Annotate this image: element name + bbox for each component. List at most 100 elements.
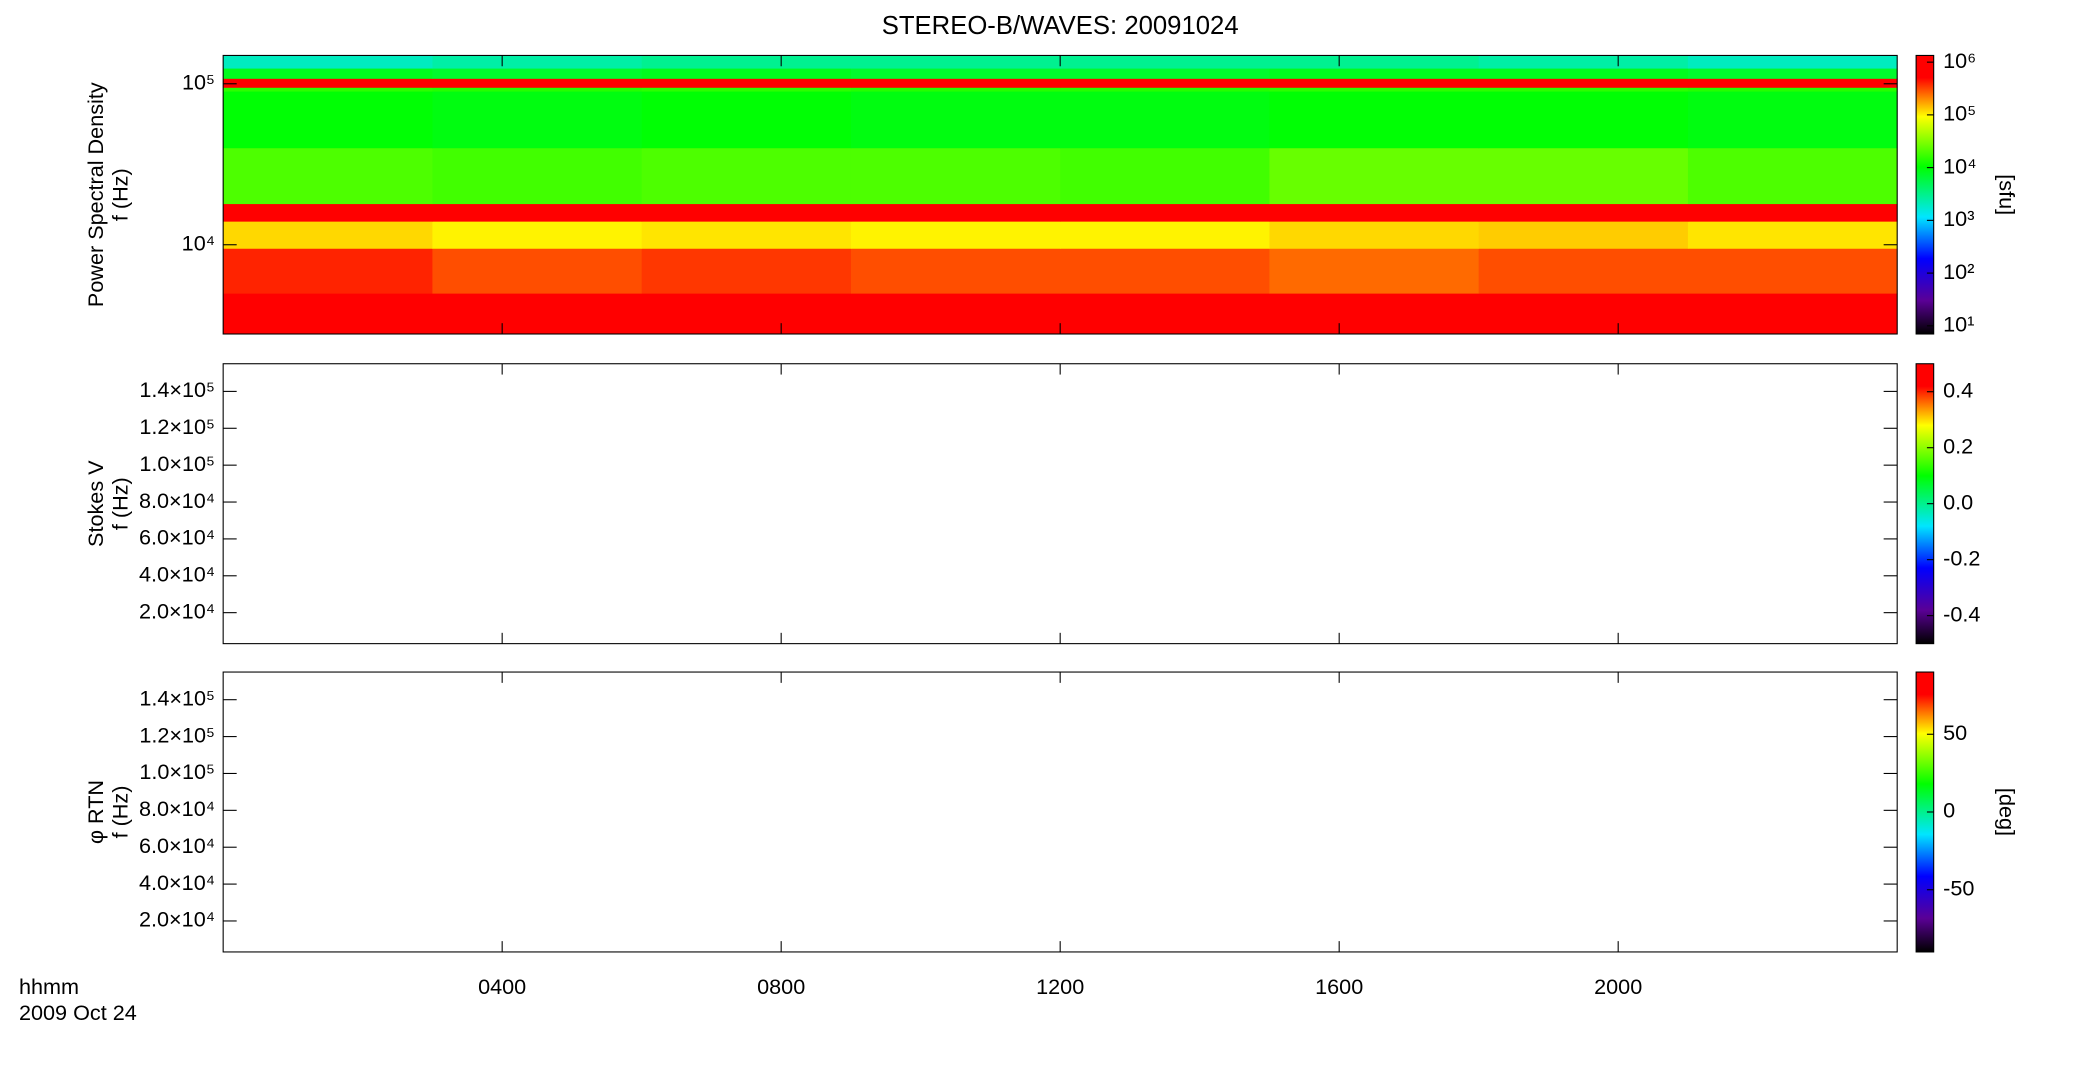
colorbar-tick-label: 0 bbox=[1943, 798, 1955, 823]
heatmap-cell bbox=[432, 78, 643, 88]
y-axis-label: Power Spectral Density bbox=[83, 82, 108, 307]
heatmap-cell bbox=[223, 78, 433, 88]
heatmap-cell bbox=[1060, 221, 1270, 249]
heatmap-cell bbox=[1269, 87, 1480, 92]
heatmap-cell bbox=[223, 203, 433, 222]
heatmap-cell bbox=[641, 147, 852, 205]
heatmap-cell bbox=[1060, 78, 1270, 88]
colorbar bbox=[1915, 54, 1935, 335]
heatmap-cell bbox=[432, 147, 643, 205]
heatmap-cell bbox=[1478, 248, 1689, 294]
y-tick-label: 8.0×10⁴ bbox=[139, 796, 215, 821]
heatmap-cell bbox=[432, 91, 643, 149]
y-axis-label: f (Hz) bbox=[107, 477, 132, 530]
heatmap-cell bbox=[1687, 293, 1898, 335]
heatmap-cell bbox=[850, 248, 1061, 294]
chart-title: STEREO-B/WAVES: 20091024 bbox=[882, 12, 1239, 40]
heatmap-cell bbox=[432, 293, 643, 335]
heatmap-cell bbox=[1687, 78, 1898, 88]
heatmap-cell bbox=[223, 68, 433, 79]
colorbar-tick-label: 10¹ bbox=[1943, 312, 1974, 337]
heatmap-cell bbox=[1060, 87, 1270, 92]
heatmap-cell bbox=[1060, 55, 1270, 69]
heatmap-cell bbox=[432, 68, 643, 79]
colorbar-tick-label: -0.2 bbox=[1943, 545, 1980, 570]
colorbar-tick-label: 0.0 bbox=[1943, 489, 1973, 514]
y-axis-label: φ RTN bbox=[83, 780, 108, 844]
colorbar-tick-label: 10⁵ bbox=[1943, 101, 1976, 126]
y-axis-label: Stokes V bbox=[83, 460, 108, 547]
heatmap-cell bbox=[1478, 55, 1689, 69]
plot-frame bbox=[222, 671, 1898, 953]
heatmap-cell bbox=[850, 91, 1061, 149]
y-tick-label: 1.4×10⁵ bbox=[139, 377, 215, 402]
heatmap-cell bbox=[641, 55, 852, 69]
heatmap-cell bbox=[432, 248, 643, 294]
y-tick-label: 10⁴ bbox=[182, 230, 215, 255]
colorbar-tick-label: 10⁶ bbox=[1943, 48, 1976, 73]
x-tick-label: 0800 bbox=[757, 974, 805, 999]
heatmap-cell bbox=[223, 248, 433, 294]
y-tick-label: 2.0×10⁴ bbox=[139, 907, 215, 932]
heatmap-cell bbox=[1478, 293, 1689, 335]
heatmap-cell bbox=[641, 87, 852, 92]
heatmap-cell bbox=[1478, 78, 1689, 88]
heatmap-cell bbox=[223, 91, 433, 149]
heatmap-cell bbox=[850, 68, 1061, 79]
y-tick-label: 1.4×10⁵ bbox=[139, 685, 215, 710]
heatmap-cell bbox=[1478, 203, 1689, 222]
heatmap-cell bbox=[641, 248, 852, 294]
heatmap-cell bbox=[1478, 68, 1689, 79]
heatmap-cell bbox=[1687, 203, 1898, 222]
heatmap-cell bbox=[850, 78, 1061, 88]
heatmap-cell bbox=[1269, 68, 1480, 79]
heatmap-cell bbox=[432, 87, 643, 92]
heatmap-cell bbox=[1060, 248, 1270, 294]
heatmap-cell bbox=[850, 221, 1061, 249]
heatmap-cell bbox=[1687, 248, 1898, 294]
heatmap-cell bbox=[850, 293, 1061, 335]
heatmap-cell bbox=[1687, 87, 1898, 92]
x-tick-label: 2000 bbox=[1594, 974, 1642, 999]
heatmap-cell bbox=[223, 221, 433, 249]
heatmap-cell bbox=[1478, 87, 1689, 92]
y-tick-label: 1.0×10⁵ bbox=[139, 759, 215, 784]
heatmap-cell bbox=[1687, 55, 1898, 69]
heatmap-cell bbox=[432, 221, 643, 249]
heatmap-cell bbox=[1269, 203, 1480, 222]
heatmap-cell bbox=[1060, 68, 1270, 79]
x-tick-label: 0400 bbox=[478, 974, 526, 999]
heatmap-cell bbox=[1060, 91, 1270, 149]
y-tick-label: 4.0×10⁴ bbox=[139, 562, 215, 587]
colorbar-tick-label: 10² bbox=[1943, 259, 1974, 284]
heatmap-cell bbox=[1687, 91, 1898, 149]
heatmap-cell bbox=[641, 203, 852, 222]
x-tick-label: 1200 bbox=[1036, 974, 1084, 999]
x-tick-label: 1600 bbox=[1315, 974, 1363, 999]
heatmap-cell bbox=[1269, 221, 1480, 249]
y-tick-label: 6.0×10⁴ bbox=[139, 525, 215, 550]
heatmap-cell bbox=[850, 87, 1061, 92]
x-axis-label: 2009 Oct 24 bbox=[19, 1000, 137, 1025]
heatmap-cell bbox=[1478, 147, 1689, 205]
heatmap-cell bbox=[223, 293, 433, 335]
heatmap-cell bbox=[1478, 221, 1689, 249]
colorbar-tick-label: 50 bbox=[1943, 720, 1967, 745]
heatmap-cell bbox=[223, 87, 433, 92]
heatmap-cell bbox=[1269, 78, 1480, 88]
colorbar-tick-label: 10³ bbox=[1943, 206, 1974, 231]
heatmap-cell bbox=[641, 78, 852, 88]
heatmap-cell bbox=[1269, 147, 1480, 205]
y-tick-label: 1.2×10⁵ bbox=[139, 722, 215, 747]
heatmap-cell bbox=[1478, 91, 1689, 149]
heatmap-cell bbox=[432, 203, 643, 222]
colorbar-tick-label: 10⁴ bbox=[1943, 153, 1976, 178]
x-axis-label: hhmm bbox=[19, 974, 79, 999]
heatmap-cell bbox=[1687, 68, 1898, 79]
heatmap-cell bbox=[641, 91, 852, 149]
colorbar-tick-label: 0.4 bbox=[1943, 377, 1973, 402]
heatmap-cell bbox=[850, 55, 1061, 69]
heatmap-cell bbox=[1060, 203, 1270, 222]
